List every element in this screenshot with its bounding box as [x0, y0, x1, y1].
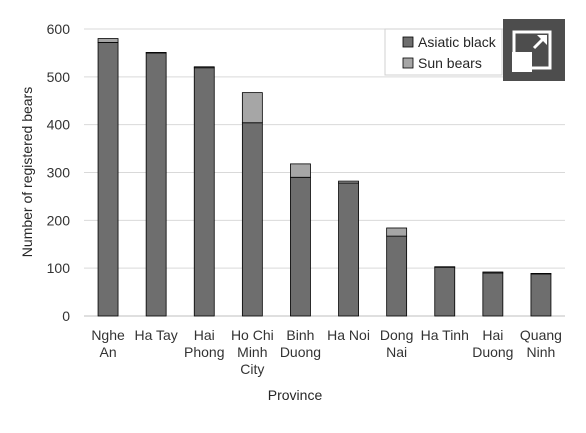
bar-sun-bears	[242, 93, 262, 123]
bars	[98, 39, 551, 316]
bar-sun-bears	[98, 39, 118, 43]
y-tick-label: 0	[62, 308, 70, 324]
x-tick-label: Quang Ninh	[520, 327, 562, 360]
y-tick-label: 200	[47, 212, 71, 228]
x-tick-label: Binh Duong	[280, 327, 321, 360]
x-tick-label: Ha Noi	[327, 327, 370, 343]
bar-asiatic-black	[531, 274, 551, 316]
legend: Asiatic black Sun bears	[385, 29, 502, 75]
bar-asiatic-black	[194, 68, 214, 316]
bar-asiatic-black	[98, 42, 118, 316]
y-tick-labels: 0 100 200 300 400 500 600	[47, 21, 71, 324]
x-tick-label: Ha Tinh	[421, 327, 469, 343]
legend-label-asiatic-black: Asiatic black	[418, 34, 497, 50]
bar-sun-bears	[387, 228, 407, 236]
y-tick-label: 300	[47, 165, 71, 181]
x-tick-label: Hai Phong	[184, 327, 224, 360]
bar-asiatic-black	[483, 273, 503, 316]
bar-asiatic-black	[339, 183, 359, 316]
legend-swatch-asiatic-black	[403, 37, 413, 47]
legend-label-sun-bears: Sun bears	[418, 55, 482, 71]
y-axis-title: Number of registered bears	[19, 87, 35, 257]
expand-button[interactable]	[503, 19, 565, 81]
legend-swatch-sun-bears	[403, 58, 413, 68]
bar-asiatic-black	[290, 177, 310, 316]
x-tick-label: Hai Duong	[472, 327, 513, 360]
bar-asiatic-black	[435, 267, 455, 316]
x-tick-label: Dong Nai	[380, 327, 413, 360]
y-tick-label: 500	[47, 69, 71, 85]
x-tick-label: Ha Tay	[134, 327, 177, 343]
bar-sun-bears	[483, 272, 503, 273]
x-tick-label: Nghe An	[91, 327, 125, 360]
bar-sun-bears	[194, 67, 214, 68]
bar-asiatic-black	[387, 236, 407, 316]
y-tick-label: 600	[47, 21, 71, 37]
x-axis-title: Province	[268, 387, 323, 403]
x-tick-label: Ho Chi Minh City	[231, 327, 274, 377]
bar-asiatic-black	[242, 123, 262, 316]
bar-sun-bears	[290, 164, 310, 177]
y-tick-label: 100	[47, 260, 71, 276]
bar-sun-bears	[339, 181, 359, 183]
bar-asiatic-black	[146, 53, 166, 316]
y-tick-label: 400	[47, 117, 71, 133]
